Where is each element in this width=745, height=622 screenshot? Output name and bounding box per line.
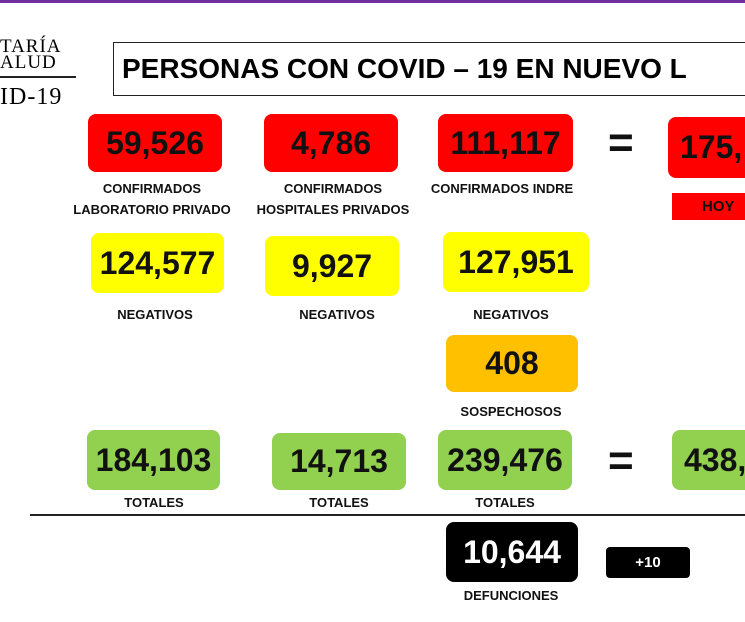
- label: SOSPECHOSOS: [460, 404, 562, 419]
- label: NEGATIVOS: [117, 307, 193, 322]
- logo-line: TARÍA: [0, 36, 62, 57]
- value-box: 184,103: [87, 430, 220, 490]
- label-line: HOSPITALES PRIVADOS: [256, 202, 410, 217]
- label: NEGATIVOS: [473, 307, 549, 322]
- label: NEGATIVOS: [299, 307, 375, 322]
- divider: [30, 514, 745, 516]
- value-box: 111,117: [438, 114, 573, 172]
- logo-rule: [0, 76, 76, 78]
- logo-line: ALUD: [0, 52, 57, 73]
- value-box: 438,: [672, 430, 745, 490]
- value-box: 14,713: [272, 433, 406, 490]
- title: PERSONAS CON COVID – 19 EN NUEVO L: [113, 42, 745, 96]
- label: CONFIRMADOS HOSPITALES PRIVADOS: [257, 178, 410, 220]
- value-box: 175,: [668, 117, 745, 178]
- label: TOTALES: [309, 495, 369, 510]
- value-box: 124,577: [91, 233, 224, 293]
- value-box: 10,644: [446, 522, 578, 582]
- value-box: 127,951: [443, 232, 589, 292]
- equals: =: [608, 436, 634, 485]
- label: CONFIRMADOS INDRE: [430, 181, 574, 196]
- value-box: 4,786: [264, 114, 398, 172]
- value-box: 9,927: [265, 236, 399, 296]
- value-box: 239,476: [438, 430, 572, 490]
- value-box: 59,526: [88, 114, 222, 172]
- value-box: 408: [446, 335, 578, 392]
- top-rule: [0, 0, 745, 3]
- label: TOTALES: [475, 495, 535, 510]
- equals: =: [608, 118, 634, 167]
- label-line: CONFIRMADOS: [283, 181, 383, 196]
- today-badge: HOY: [672, 193, 745, 220]
- change-badge: +10: [606, 547, 690, 578]
- label: CONFIRMADOS LABORATORIO PRIVADO: [73, 178, 230, 220]
- label-line: LABORATORIO PRIVADO: [73, 202, 231, 217]
- label: DEFUNCIONES: [463, 588, 559, 603]
- label: TOTALES: [124, 495, 184, 510]
- label-line: CONFIRMADOS: [102, 181, 202, 196]
- logo-line: ID-19: [0, 84, 63, 110]
